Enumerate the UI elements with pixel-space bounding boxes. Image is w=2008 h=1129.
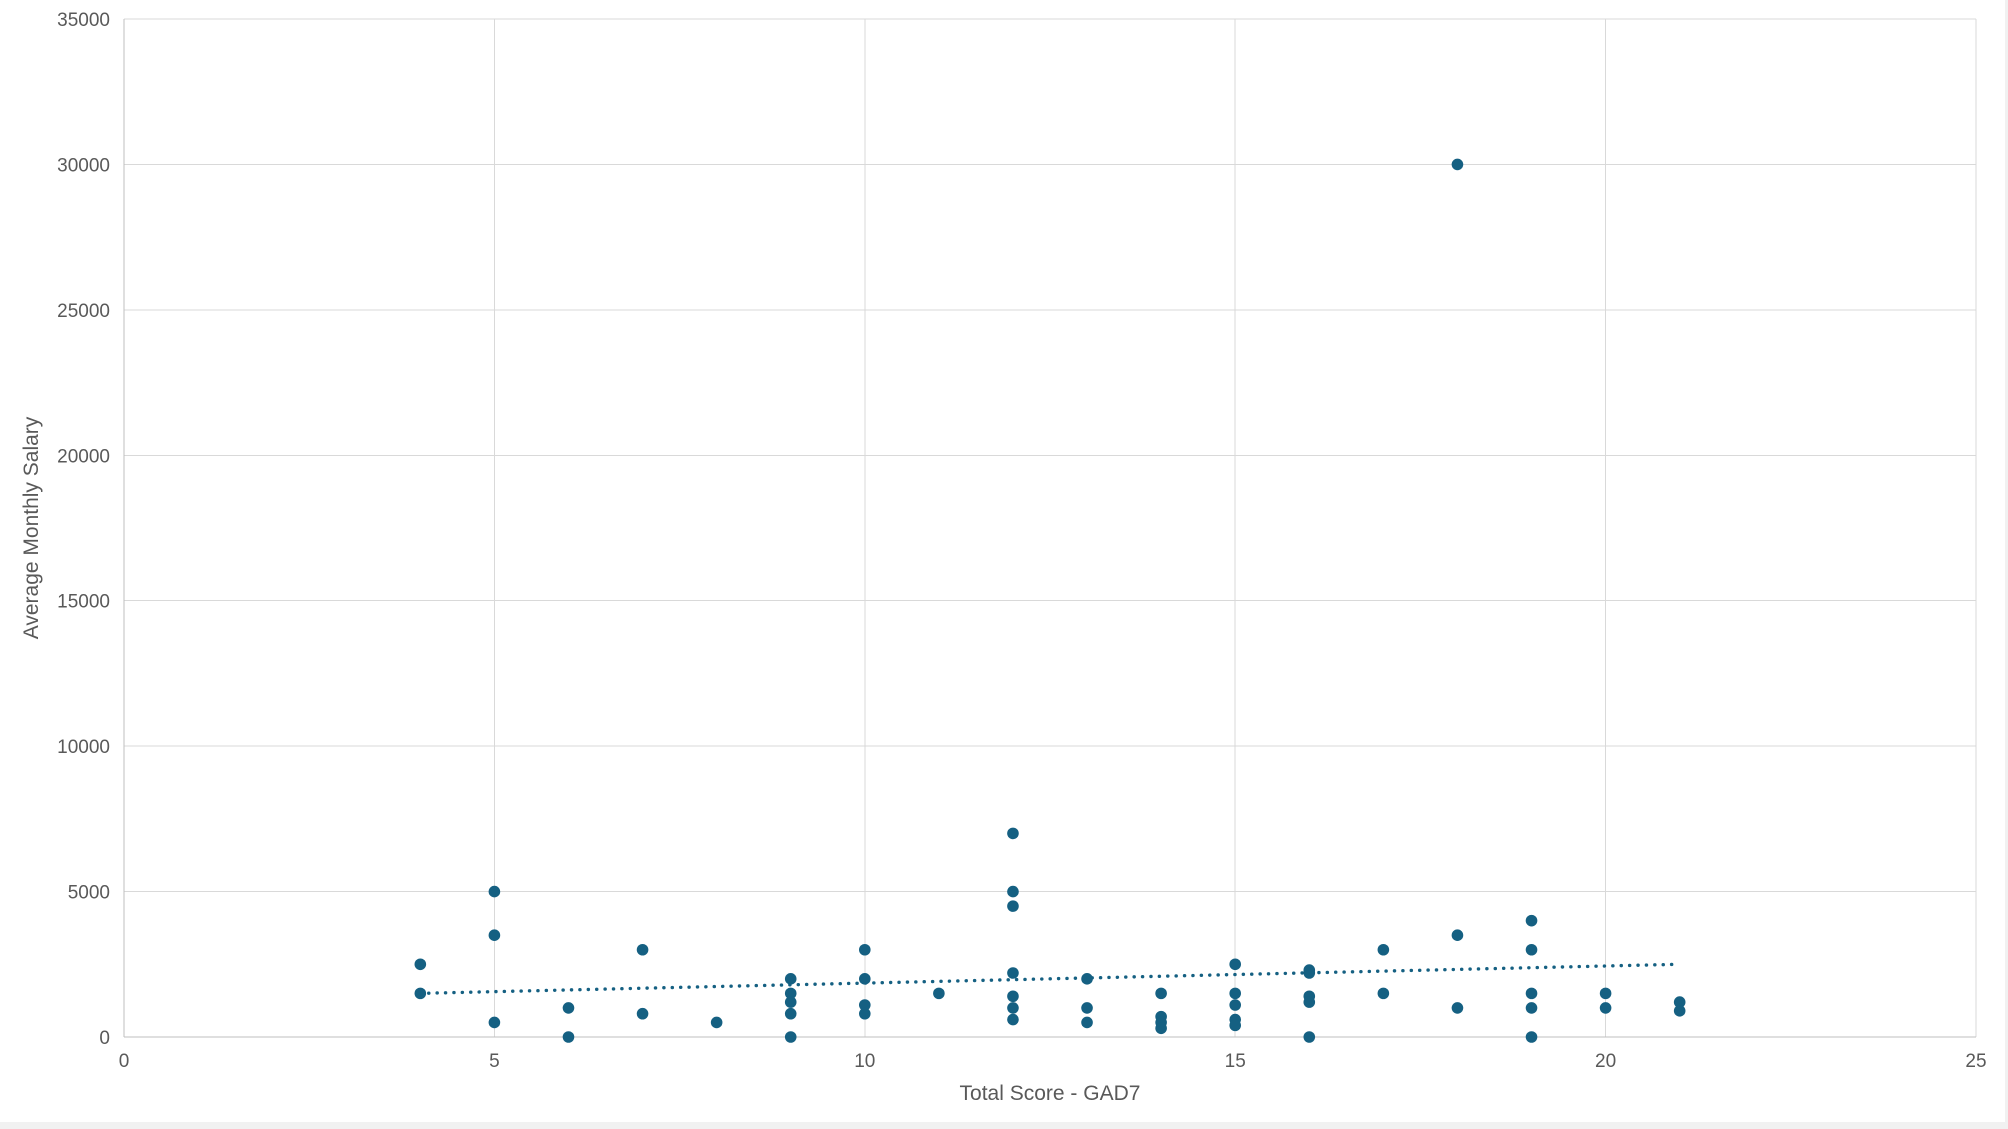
data-point (1525, 1002, 1538, 1014)
axis-lines (123, 19, 1976, 1038)
data-point (784, 987, 797, 1000)
data-point (414, 958, 427, 971)
data-point (784, 1031, 797, 1043)
data-point (1007, 1013, 1019, 1026)
data-point (414, 987, 427, 1000)
y-tick-label: 10000 (57, 737, 110, 758)
x-tick-label: 25 (1965, 1051, 1986, 1072)
data-point (636, 1007, 649, 1020)
data-point (1081, 1016, 1093, 1029)
data-point (1303, 996, 1316, 1008)
data-point (784, 996, 797, 1008)
data-point (1081, 973, 1093, 985)
data-point (1155, 1022, 1167, 1035)
y-tick-label: 20000 (57, 446, 110, 467)
data-point (859, 943, 871, 956)
data-point (1451, 158, 1464, 171)
data-point (1007, 990, 1019, 1003)
x-tick-label: 5 (489, 1051, 500, 1072)
data-points (414, 158, 1686, 1043)
data-point (1007, 1002, 1019, 1014)
data-point (636, 943, 649, 956)
data-point (710, 1016, 723, 1029)
data-point (1229, 1019, 1241, 1032)
data-point (1377, 943, 1390, 956)
data-point (1599, 1002, 1612, 1014)
data-point (859, 1007, 871, 1020)
data-point (1525, 987, 1538, 1000)
x-tick-label: 15 (1225, 1051, 1246, 1072)
x-tick-label: 20 (1595, 1051, 1616, 1072)
data-point (1007, 967, 1019, 979)
data-point (1303, 1031, 1316, 1043)
chart-frame-right-edge (2005, 0, 2008, 1129)
data-point (1525, 914, 1538, 927)
data-point (1303, 967, 1316, 979)
data-point (488, 885, 501, 898)
data-point (1451, 1002, 1464, 1014)
data-point (1229, 987, 1241, 1000)
y-tick-label: 15000 (57, 592, 110, 613)
data-point (859, 999, 871, 1011)
data-point (1007, 827, 1019, 840)
data-point (1525, 943, 1538, 956)
data-point (1229, 999, 1241, 1011)
x-tick-label: 10 (854, 1051, 875, 1072)
data-point (859, 973, 871, 985)
y-tick-label: 0 (99, 1028, 110, 1049)
data-point (784, 1007, 797, 1020)
data-point (488, 929, 501, 941)
y-axis-title: Average Monthly Salary (20, 416, 43, 639)
y-tick-label: 35000 (57, 10, 110, 31)
y-tick-label: 30000 (57, 155, 110, 176)
x-axis-tick-labels: 0 5 10 15 20 25 (119, 1051, 1987, 1072)
data-point (1007, 900, 1019, 912)
data-point (1673, 1005, 1686, 1017)
x-axis-title: Total Score - GAD7 (960, 1082, 1141, 1105)
data-point (1525, 1031, 1538, 1043)
x-tick-label: 0 (119, 1051, 130, 1072)
y-axis-tick-labels: 0 5000 10000 15000 20000 25000 30000 35000 (57, 10, 110, 1049)
data-point (1673, 996, 1686, 1008)
data-point (562, 1002, 575, 1014)
y-tick-label: 25000 (57, 301, 110, 322)
data-point (933, 987, 945, 1000)
trendline (418, 962, 1682, 996)
data-point (1229, 958, 1241, 971)
y-tick-label: 5000 (68, 883, 110, 904)
data-point (1377, 987, 1390, 1000)
data-point (1081, 1002, 1093, 1014)
data-point (784, 973, 797, 985)
chart-frame-bottom-edge (0, 1122, 2008, 1129)
data-point (1599, 987, 1612, 1000)
gridlines (124, 18, 1977, 1037)
data-point (488, 1016, 501, 1029)
data-point (1007, 885, 1019, 898)
data-point (1451, 929, 1464, 941)
data-point (1155, 987, 1167, 1000)
data-point (562, 1031, 575, 1043)
